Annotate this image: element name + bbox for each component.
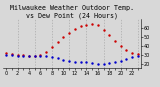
Title: Milwaukee Weather Outdoor Temp.
vs Dew Point (24 Hours): Milwaukee Weather Outdoor Temp. vs Dew P…: [10, 5, 134, 19]
